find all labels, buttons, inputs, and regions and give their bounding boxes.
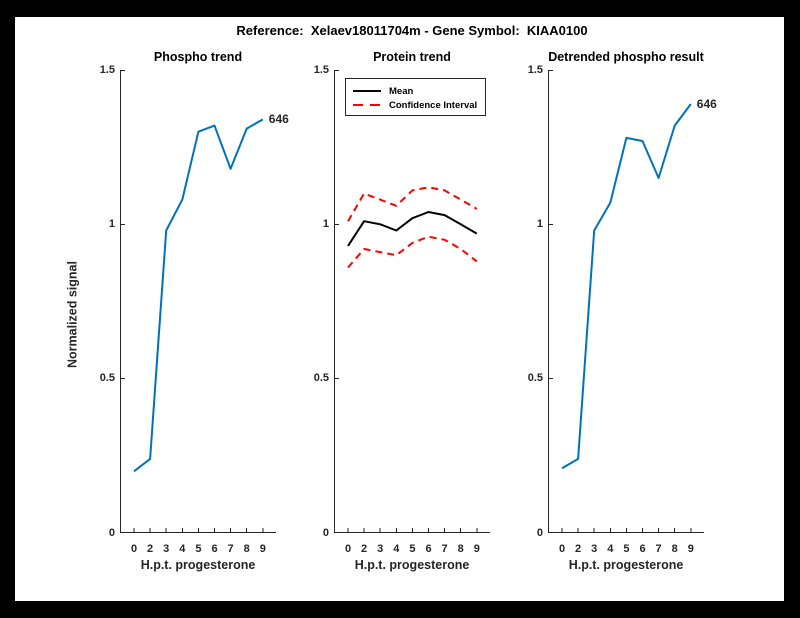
line-chart-detrended xyxy=(548,70,704,533)
subplot-title: Protein trend xyxy=(373,50,451,64)
x-tick-label: 2 xyxy=(575,543,582,555)
x-tick-label: 7 xyxy=(227,543,234,555)
x-tick-label: 2 xyxy=(361,543,368,555)
x-axis-label: H.p.t. progesterone xyxy=(140,558,256,572)
subplot-protein-trend: Protein trend 0 0.5 1 1.5 Mean Confidence I… xyxy=(314,17,490,601)
line-chart-protein xyxy=(334,70,490,533)
plot-area xyxy=(334,70,490,533)
legend-label: Mean xyxy=(389,85,414,97)
legend: Mean Confidence Interval xyxy=(345,78,486,116)
x-tick-label: 9 xyxy=(473,543,480,555)
x-tick-label: 9 xyxy=(259,543,266,555)
mean-line-sample xyxy=(353,90,381,92)
x-tick-label: 6 xyxy=(425,543,432,555)
y-tick-label: 1 xyxy=(108,217,115,230)
line-chart-phospho xyxy=(120,70,276,533)
x-tick-label: 3 xyxy=(591,543,598,555)
x-tick-label: 6 xyxy=(639,543,646,555)
x-tick-label: 5 xyxy=(623,543,630,555)
y-tick-label: 0.5 xyxy=(99,372,115,385)
plot-area xyxy=(548,70,704,533)
x-tick-label: 6 xyxy=(211,543,218,555)
x-tick-label: 3 xyxy=(377,543,384,555)
x-tick-label: 0 xyxy=(558,543,566,555)
y-tick-label: 1 xyxy=(322,217,329,230)
y-tick-label: 0.5 xyxy=(313,372,329,385)
matlab-figure: Reference: Xelaev18011704m - Gene Symbol… xyxy=(15,17,784,601)
subplot-title: Detrended phospho result xyxy=(548,50,704,64)
y-tick-label: 1.5 xyxy=(527,63,543,76)
x-tick-label: 2 xyxy=(147,543,154,555)
x-tick-label: 3 xyxy=(163,543,170,555)
x-tick-label: 7 xyxy=(441,543,448,555)
x-axis-label: H.p.t. progesterone xyxy=(568,558,684,572)
x-tick-label: 8 xyxy=(243,543,250,555)
x-tick-label: 0 xyxy=(344,543,352,555)
x-tick-label: 4 xyxy=(179,543,186,555)
plot-area xyxy=(120,70,276,533)
figure-title: Reference: Xelaev18011704m - Gene Symbol… xyxy=(236,23,588,38)
x-tick-label: 8 xyxy=(457,543,464,555)
subplot-title: Phospho trend xyxy=(153,50,243,64)
y-tick-label: 0.5 xyxy=(527,372,543,385)
x-tick-label: 5 xyxy=(195,543,202,555)
x-tick-label: 5 xyxy=(409,543,416,555)
x-axis-label: H.p.t. progesterone xyxy=(354,558,470,572)
legend-item-mean: Mean xyxy=(352,84,485,98)
y-tick-label: 1.5 xyxy=(99,63,115,76)
legend-item-confidence-interval: Confidence Interval xyxy=(352,98,485,112)
x-tick-label: 9 xyxy=(687,543,694,555)
y-tick-label: 0 xyxy=(322,526,329,539)
y-tick-label: 0 xyxy=(536,526,543,539)
x-tick-label: 0 xyxy=(130,543,138,555)
x-tick-label: 4 xyxy=(393,543,400,555)
series-end-label: 646 xyxy=(696,96,717,111)
confidence-interval-line-sample xyxy=(353,104,381,106)
x-tick-label: 4 xyxy=(607,543,614,555)
legend-label: Confidence Interval xyxy=(389,99,478,111)
x-tick-label: 8 xyxy=(671,543,678,555)
y-tick-label: 0 xyxy=(108,526,115,539)
series-end-label: 646 xyxy=(268,112,289,127)
subplot-phospho-trend: Phospho trend Normalized signal 0 0.5 1 1.5… xyxy=(66,17,289,601)
x-tick-label: 7 xyxy=(655,543,662,555)
y-tick-label: 1.5 xyxy=(313,63,329,76)
y-tick-label: 1 xyxy=(536,217,543,230)
